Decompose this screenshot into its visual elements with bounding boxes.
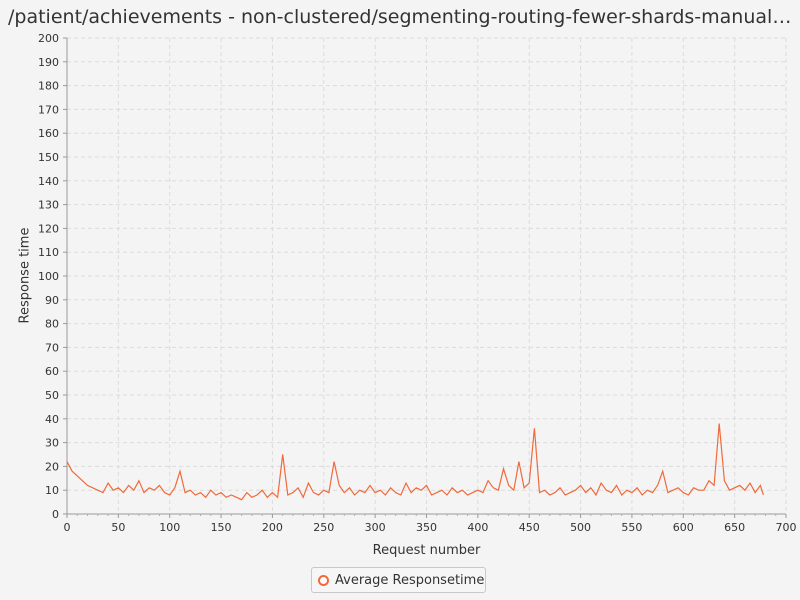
y-tick-label: 170 (38, 103, 59, 116)
tick-labels: 0 10 20 30 40 50 60 70 80 90 100 110 120 130 140 150 160… (38, 32, 797, 534)
legend: Average Responsetime (311, 567, 486, 593)
y-tick-label: 20 (45, 460, 59, 473)
y-tick-label: 50 (45, 389, 59, 402)
y-tick-label: 140 (38, 175, 59, 188)
y-tick-label: 80 (45, 318, 59, 331)
y-tick-label: 120 (38, 222, 59, 235)
y-tick-label: 130 (38, 199, 59, 212)
x-tick-label: 0 (64, 521, 71, 534)
x-tick-label: 200 (262, 521, 283, 534)
x-tick-label: 550 (621, 521, 642, 534)
x-tick-label: 650 (724, 521, 745, 534)
x-tick-label: 100 (159, 521, 180, 534)
y-tick-label: 160 (38, 127, 59, 140)
y-tick-label: 30 (45, 437, 59, 450)
x-tick-label: 350 (416, 521, 437, 534)
y-tick-label: 100 (38, 270, 59, 283)
y-tick-label: 0 (52, 508, 59, 521)
y-tick-label: 40 (45, 413, 59, 426)
series-layer (66, 423, 764, 501)
x-tick-label: 700 (776, 521, 797, 534)
y-tick-label: 200 (38, 32, 59, 45)
y-tick-label: 190 (38, 56, 59, 69)
x-tick-label: 400 (467, 521, 488, 534)
x-tick-label: 600 (673, 521, 694, 534)
y-tick-label: 70 (45, 341, 59, 354)
legend-label: Average Responsetime (335, 572, 485, 588)
y-axis-label: Response time (17, 227, 33, 324)
y-tick-label: 10 (45, 484, 59, 497)
y-tick-label: 110 (38, 246, 59, 259)
x-tick-label: 300 (365, 521, 386, 534)
axes (63, 37, 787, 518)
x-tick-label: 500 (570, 521, 591, 534)
x-tick-label: 450 (519, 521, 540, 534)
x-tick-label: 250 (313, 521, 334, 534)
y-tick-label: 60 (45, 365, 59, 378)
series-line-average-responsetime (66, 423, 764, 501)
y-tick-label: 180 (38, 80, 59, 93)
x-tick-label: 150 (211, 521, 232, 534)
x-tick-label: 50 (111, 521, 125, 534)
y-tick-label: 150 (38, 151, 59, 164)
y-tick-label: 90 (45, 294, 59, 307)
x-axis-label: Request number (372, 543, 481, 558)
legend-marker-icon (318, 574, 329, 586)
grid-lines (66, 37, 787, 515)
